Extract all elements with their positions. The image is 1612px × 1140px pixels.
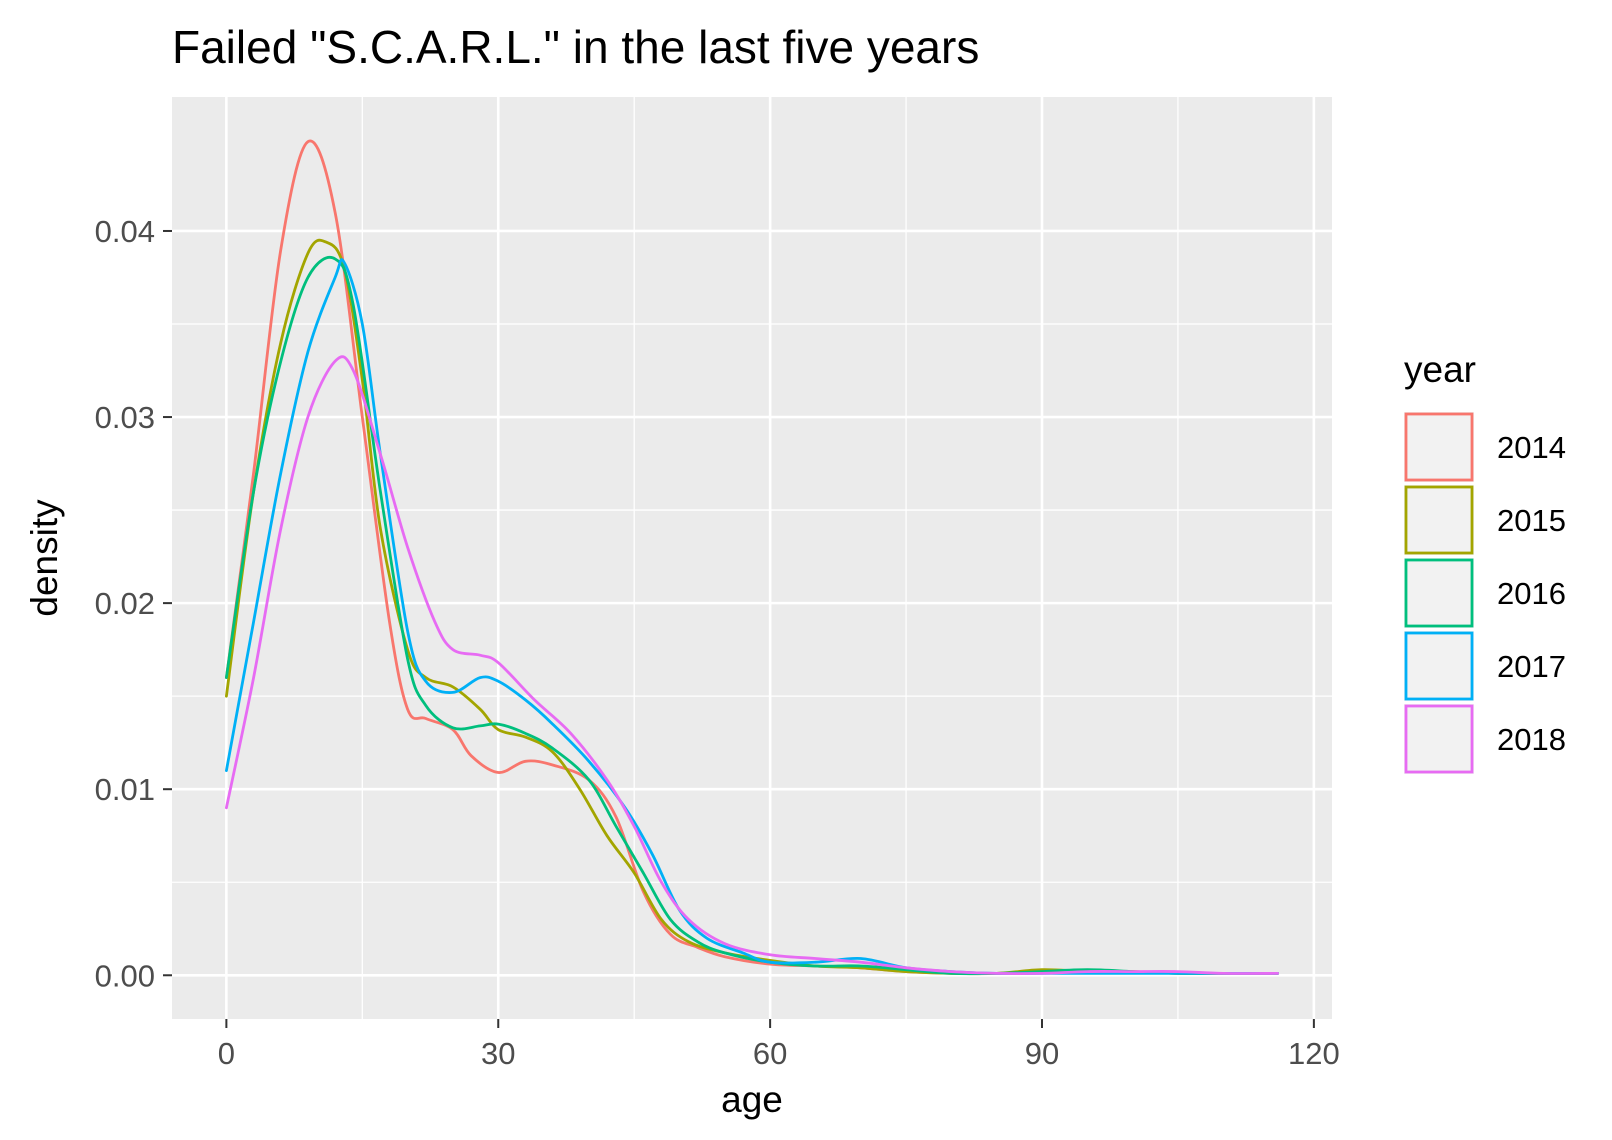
density-lines <box>225 139 1279 976</box>
y-axis-title: density <box>24 499 65 617</box>
x-tick-label: 0 <box>218 1036 235 1071</box>
legend-label-2014: 2014 <box>1497 430 1566 465</box>
y-axis: 0.00 0.01 0.02 0.03 0.04 <box>95 214 172 993</box>
x-tick-label: 90 <box>1025 1036 1059 1071</box>
legend-key-bg <box>1404 485 1474 555</box>
x-axis-title: age <box>721 1079 783 1120</box>
legend-label-2017: 2017 <box>1497 649 1566 684</box>
x-axis: 0 30 60 90 120 <box>218 1019 1340 1071</box>
minor-gridlines <box>172 97 1332 1019</box>
legend-key-bg <box>1404 558 1474 628</box>
y-tick-label: 0.01 <box>95 772 155 807</box>
chart-title: Failed "S.C.A.R.L." in the last five yea… <box>172 21 979 73</box>
major-gridlines <box>172 97 1332 1019</box>
legend-key-bg <box>1404 631 1474 701</box>
x-tick-label: 120 <box>1288 1036 1340 1071</box>
legend-key-bg <box>1404 704 1474 774</box>
legend-key-2018 <box>1404 704 1474 774</box>
legend-label-2016: 2016 <box>1497 576 1566 611</box>
legend-title: year <box>1404 349 1476 390</box>
legend: year 2014 2015 2016 2017 2018 <box>1404 349 1566 774</box>
y-tick-label: 0.00 <box>95 958 155 993</box>
legend-key-2015 <box>1404 485 1474 555</box>
legend-key-2014 <box>1404 412 1474 482</box>
plot-panel <box>172 97 1332 1019</box>
legend-key-2016 <box>1404 558 1474 628</box>
y-tick-label: 0.03 <box>95 400 155 435</box>
legend-key-2017 <box>1404 631 1474 701</box>
series-line-2018 <box>225 355 1279 976</box>
legend-label-2015: 2015 <box>1497 503 1566 538</box>
legend-label-2018: 2018 <box>1497 722 1566 757</box>
x-tick-label: 30 <box>481 1036 515 1071</box>
y-tick-label: 0.04 <box>95 214 155 249</box>
legend-key-bg <box>1404 412 1474 482</box>
x-tick-label: 60 <box>753 1036 787 1071</box>
y-tick-label: 0.02 <box>95 586 155 621</box>
